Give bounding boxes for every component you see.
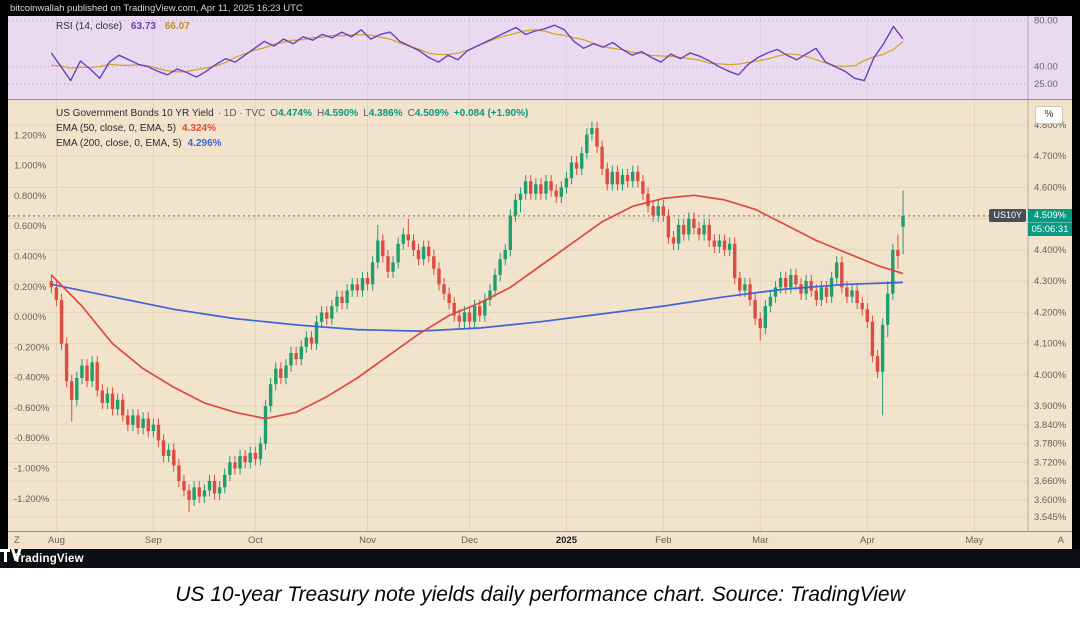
main-grid (8, 100, 1029, 531)
ohlc-h-label: H (317, 108, 325, 119)
x-axis-label: Apr (859, 535, 875, 546)
ohlc-o-value: 4.474% (278, 108, 312, 119)
price-axis-label: 3.600% (1034, 495, 1067, 506)
x-axis-label: Dec (461, 535, 478, 546)
rsi-line (50, 24, 904, 82)
bar-countdown: 05:06:31 (1028, 222, 1072, 236)
ohlc-c-value: 4.509% (414, 108, 449, 119)
percent-axis-label: 0.200% (14, 282, 47, 293)
ohlc-l-value: 4.386% (368, 108, 403, 119)
price-axis-label: 4.100% (1034, 339, 1067, 350)
caption: US 10-year Treasury note yields daily pe… (175, 582, 905, 606)
price-axis-label: 4.000% (1034, 370, 1067, 381)
rsi-axis-label: 80.00 (1034, 16, 1058, 27)
rsi-ma-value: 66.07 (164, 21, 190, 32)
price-axis-label: 4.300% (1034, 276, 1067, 287)
rsi-legend: RSI (14, close) 63.73 66.07 (56, 21, 190, 32)
x-axis-label: Aug (47, 535, 65, 546)
percent-axis-label: -0.800% (14, 433, 50, 444)
price-axis-label: 3.780% (1034, 439, 1067, 450)
time-axis[interactable]: Z A Aug Sep Oct Nov Dec 2025 Feb Mar Apr May (8, 531, 1072, 549)
main-plot[interactable]: 4.800%4.700%4.600%4.500%4.400%4.300%4.20… (8, 100, 1072, 531)
rsi-plot[interactable]: 80.00 40.00 25.00 (8, 16, 1072, 99)
ema200-legend-row: EMA (200, close, 0, EMA, 5) 4.296% (56, 136, 528, 151)
x-axis-label: Sep (144, 535, 162, 546)
price-axis-label: 3.840% (1034, 420, 1067, 431)
tradingview-footer-bar: TradingView (0, 549, 1080, 568)
last-price-badge[interactable]: 4.509% 05:06:31 (1028, 209, 1072, 236)
ohlc-l-label: L (363, 108, 369, 119)
rsi-axis-label: 40.00 (1034, 62, 1058, 73)
tradingview-logo-icon[interactable] (0, 549, 22, 562)
percent-axis-label: 0.000% (14, 312, 47, 323)
ema50-line (50, 194, 904, 420)
ema50-legend-row: EMA (50, close, 0, EMA, 5) 4.324% (56, 121, 528, 136)
symbol-meta: · 1D · TVC (217, 108, 266, 119)
ohlc-c-label: C (407, 108, 415, 119)
x-axis-label: Feb (655, 535, 672, 546)
price-axis-label: 3.660% (1034, 476, 1067, 487)
rsi-pane: 80.00 40.00 25.00 RSI (14, close) 63.73 66… (8, 16, 1072, 100)
symbol-price-tag[interactable]: US10Y (989, 209, 1026, 222)
x-axis-label: Mar (752, 535, 769, 546)
price-axis-label: 3.545% (1034, 512, 1067, 523)
price-axis-label: 4.400% (1034, 245, 1067, 256)
price-axis-label: 4.800% (1034, 120, 1067, 131)
attribution-bar: bitcoinwallah published on TradingView.c… (0, 0, 1080, 16)
last-price-value: 4.509% (1033, 210, 1067, 221)
price-axis-label: 4.700% (1034, 151, 1067, 162)
x-axis-label: May (965, 535, 984, 546)
tradingview-wordmark[interactable]: TradingView (14, 552, 84, 565)
x-axis-label: Oct (247, 535, 263, 546)
percent-axis-label: 0.400% (14, 252, 47, 263)
percent-axis-label: -1.000% (14, 464, 50, 475)
price-axis-label: 3.720% (1034, 457, 1067, 468)
price-axis-label: 4.600% (1034, 182, 1067, 193)
candles-layer (49, 121, 905, 513)
price-axis-label: 3.900% (1034, 401, 1067, 412)
percent-axis-label: 1.000% (14, 161, 47, 172)
percent-axis-label: -0.600% (14, 403, 50, 414)
percent-axis-label: -0.200% (14, 342, 50, 353)
rsi-legend-label: RSI (14, close) (56, 21, 123, 32)
ohlc-h-value: 4.590% (324, 108, 359, 119)
percent-axis-label: 1.200% (14, 130, 47, 141)
x-axis-label: 2025 (555, 535, 578, 546)
change-value: +0.084 (+1.90%) (453, 108, 529, 119)
auto-scale-button[interactable]: A (1057, 535, 1064, 546)
symbol-legend: US Government Bonds 10 YR Yield · 1D · TV… (56, 106, 528, 151)
rsi-axis-label: 25.00 (1034, 79, 1058, 90)
rsi-value: 63.73 (130, 21, 156, 32)
ema200-line (51, 281, 904, 332)
ema200-label[interactable]: EMA (200, close, 0, EMA, 5) (56, 138, 182, 149)
ohlc-o-label: O (270, 108, 279, 119)
ema200-value: 4.296% (187, 138, 222, 149)
percent-axis-label: 0.600% (14, 221, 47, 232)
ema50-label[interactable]: EMA (50, close, 0, EMA, 5) (56, 123, 177, 134)
timezone-button[interactable]: Z (14, 535, 20, 546)
x-axis-label: Nov (359, 535, 376, 546)
chart-container: 80.00 40.00 25.00 RSI (14, close) 63.73 66… (8, 16, 1072, 549)
caption-band: US 10-year Treasury note yields daily pe… (0, 568, 1080, 621)
percent-axis-label: -1.200% (14, 494, 50, 505)
percent-axis-label: -0.400% (14, 373, 50, 384)
price-pane: 4.800%4.700%4.600%4.500%4.400%4.300%4.20… (8, 100, 1072, 531)
percent-axis-label: 0.800% (14, 191, 47, 202)
price-axis-label: 4.200% (1034, 307, 1067, 318)
ema50-value: 4.324% (182, 123, 216, 134)
rsi-grid (8, 16, 1029, 99)
percent-scale-button[interactable]: % (1035, 106, 1063, 124)
symbol-title[interactable]: US Government Bonds 10 YR Yield (56, 108, 214, 119)
symbol-legend-row: US Government Bonds 10 YR Yield · 1D · TV… (56, 106, 528, 121)
